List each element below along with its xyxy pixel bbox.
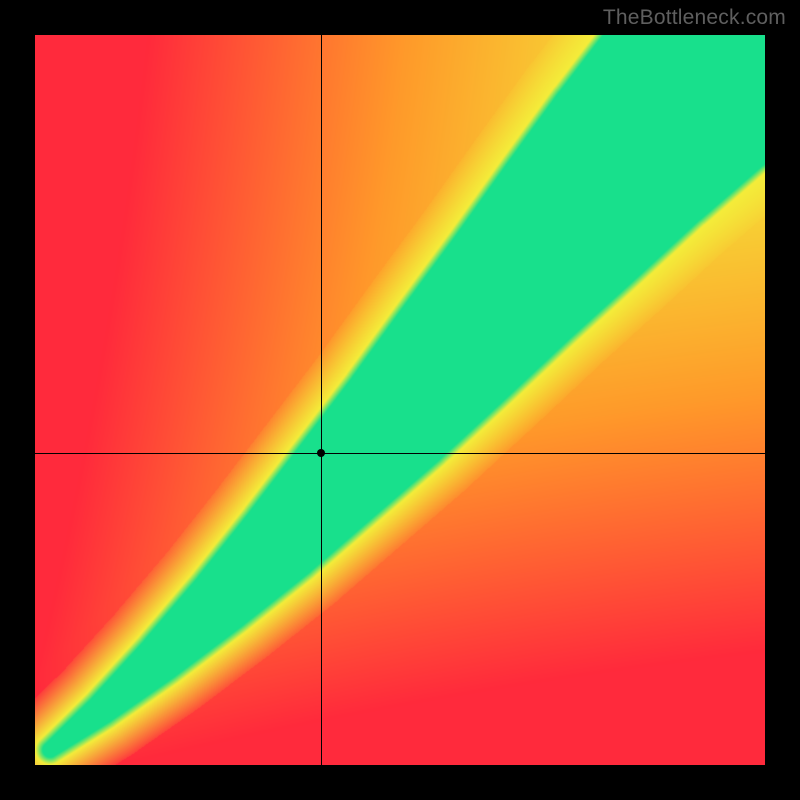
crosshair-horizontal	[35, 453, 765, 454]
crosshair-marker	[317, 449, 325, 457]
heatmap-canvas	[35, 35, 765, 765]
chart-container: TheBottleneck.com	[0, 0, 800, 800]
crosshair-vertical	[321, 35, 322, 765]
plot-area	[35, 35, 765, 765]
watermark-text: TheBottleneck.com	[603, 6, 786, 30]
